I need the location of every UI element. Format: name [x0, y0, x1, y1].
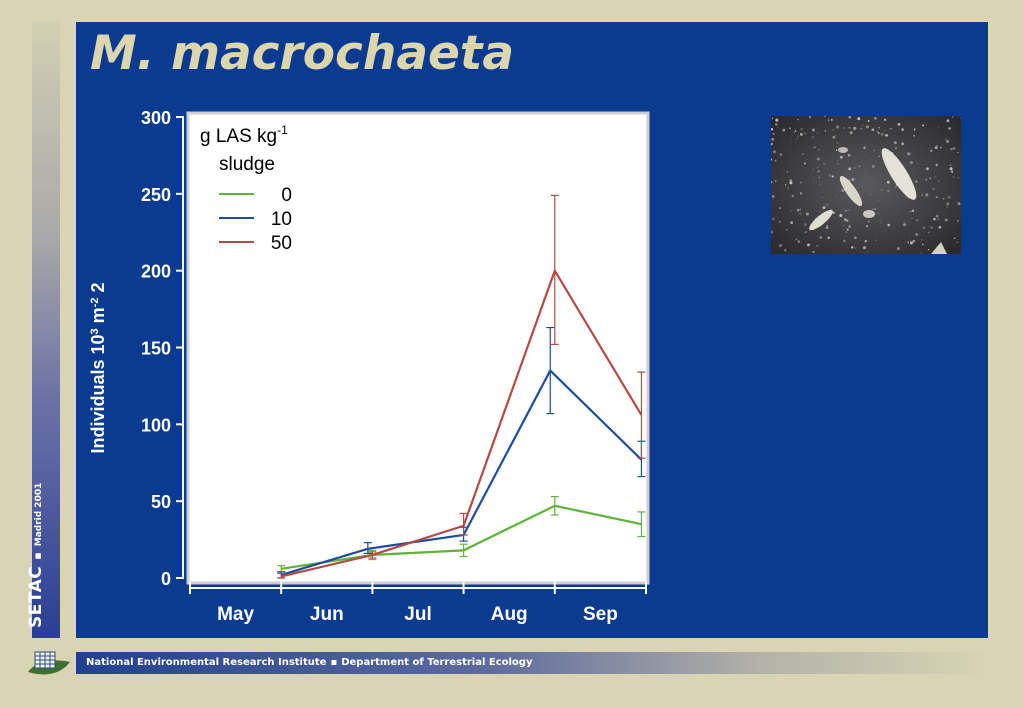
x-tick-label: Jun: [310, 604, 344, 625]
footer-department: Department of Terrestrial Ecology: [341, 657, 533, 668]
plot-area: [186, 111, 650, 585]
institute-logo-icon: [28, 651, 70, 675]
series-0: [277, 495, 646, 573]
y-tick-label: 50: [151, 492, 171, 512]
legend-subtitle: sludge: [219, 154, 275, 175]
footer-separator: ▪: [330, 657, 338, 668]
legend-label: 0: [281, 185, 292, 206]
slide-title: M. macrochaeta: [90, 26, 515, 81]
legend: g LAS kg-1 sludge 0 10 50: [200, 123, 292, 254]
y-tick-label: 300: [141, 108, 171, 128]
x-tick-label: May: [217, 604, 254, 625]
legend-title: g LAS kg-1: [200, 123, 288, 147]
legend-label: 10: [271, 209, 292, 230]
footer-text: National Environmental Research Institut…: [86, 657, 532, 668]
y-axis-label-box: Individuals 103 m-2 2: [82, 262, 114, 474]
footer-bar: National Environmental Research Institut…: [76, 652, 988, 674]
springtail-photo: [771, 116, 961, 254]
y-tick-label: 150: [141, 339, 171, 359]
legend-label: 50: [271, 233, 292, 254]
y-tick-label: 200: [141, 262, 171, 282]
y-axis-label: Individuals 103 m-2 2: [88, 282, 108, 454]
footer-institute: National Environmental Research Institut…: [86, 657, 327, 668]
series-layer: [277, 194, 646, 579]
legend-items: 0 10 50: [219, 185, 292, 254]
y-tick-label: 100: [141, 415, 171, 435]
x-tick-label: Sep: [583, 604, 618, 625]
x-tick-label: Aug: [491, 604, 528, 625]
y-tick-label: 0: [161, 569, 171, 589]
series-line: [280, 269, 643, 578]
x-tick-label: Jul: [404, 604, 431, 625]
y-tick-label: 250: [141, 185, 171, 205]
series-50: [277, 194, 646, 579]
sidebar-stripe: [32, 22, 60, 638]
series-line: [281, 504, 642, 570]
